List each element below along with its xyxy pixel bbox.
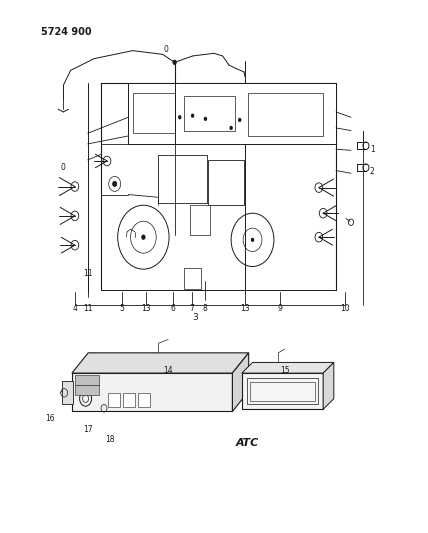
Circle shape (172, 60, 177, 65)
Circle shape (204, 117, 207, 121)
Bar (190, 205, 210, 235)
Polygon shape (323, 362, 334, 409)
Text: 16: 16 (46, 414, 55, 423)
Text: 0: 0 (61, 164, 66, 172)
Bar (72, 373, 232, 411)
Text: 15: 15 (280, 366, 289, 375)
Text: 13: 13 (241, 304, 250, 312)
Circle shape (191, 114, 194, 118)
Text: 8: 8 (202, 304, 207, 312)
Text: 5: 5 (119, 304, 125, 312)
Text: 4: 4 (72, 304, 77, 312)
Polygon shape (72, 353, 249, 373)
Circle shape (251, 238, 254, 242)
Polygon shape (242, 362, 334, 373)
Bar (184, 268, 201, 289)
Bar (75, 385, 99, 395)
Text: 9: 9 (278, 304, 283, 312)
Polygon shape (232, 353, 249, 411)
Circle shape (141, 235, 146, 240)
Text: 0: 0 (163, 45, 169, 54)
Text: 14: 14 (163, 366, 173, 375)
Bar (184, 96, 235, 131)
Bar (62, 381, 73, 404)
Circle shape (113, 181, 117, 187)
Bar (108, 393, 120, 407)
Bar (75, 375, 99, 385)
Text: 17: 17 (83, 425, 92, 433)
Text: 11: 11 (83, 304, 92, 312)
Text: ATC: ATC (236, 439, 259, 448)
Bar (208, 160, 244, 205)
Text: 3: 3 (192, 313, 198, 321)
Bar (123, 393, 135, 407)
Bar (247, 378, 318, 404)
Circle shape (229, 126, 233, 130)
Text: 18: 18 (106, 435, 115, 444)
Bar (138, 393, 150, 407)
Circle shape (178, 115, 181, 119)
Text: 7: 7 (189, 304, 194, 312)
Text: 5724 900: 5724 900 (41, 27, 91, 37)
Bar (133, 93, 175, 133)
Bar (242, 373, 323, 409)
Bar (158, 155, 207, 203)
Bar (248, 93, 323, 136)
Bar (128, 83, 336, 144)
Text: 11: 11 (83, 269, 92, 278)
Bar (250, 382, 315, 401)
Text: 10: 10 (340, 304, 349, 312)
Text: 6: 6 (171, 304, 176, 312)
Text: 1: 1 (370, 145, 375, 154)
Text: 2: 2 (370, 167, 375, 176)
Text: 13: 13 (142, 304, 151, 312)
Circle shape (238, 118, 241, 122)
